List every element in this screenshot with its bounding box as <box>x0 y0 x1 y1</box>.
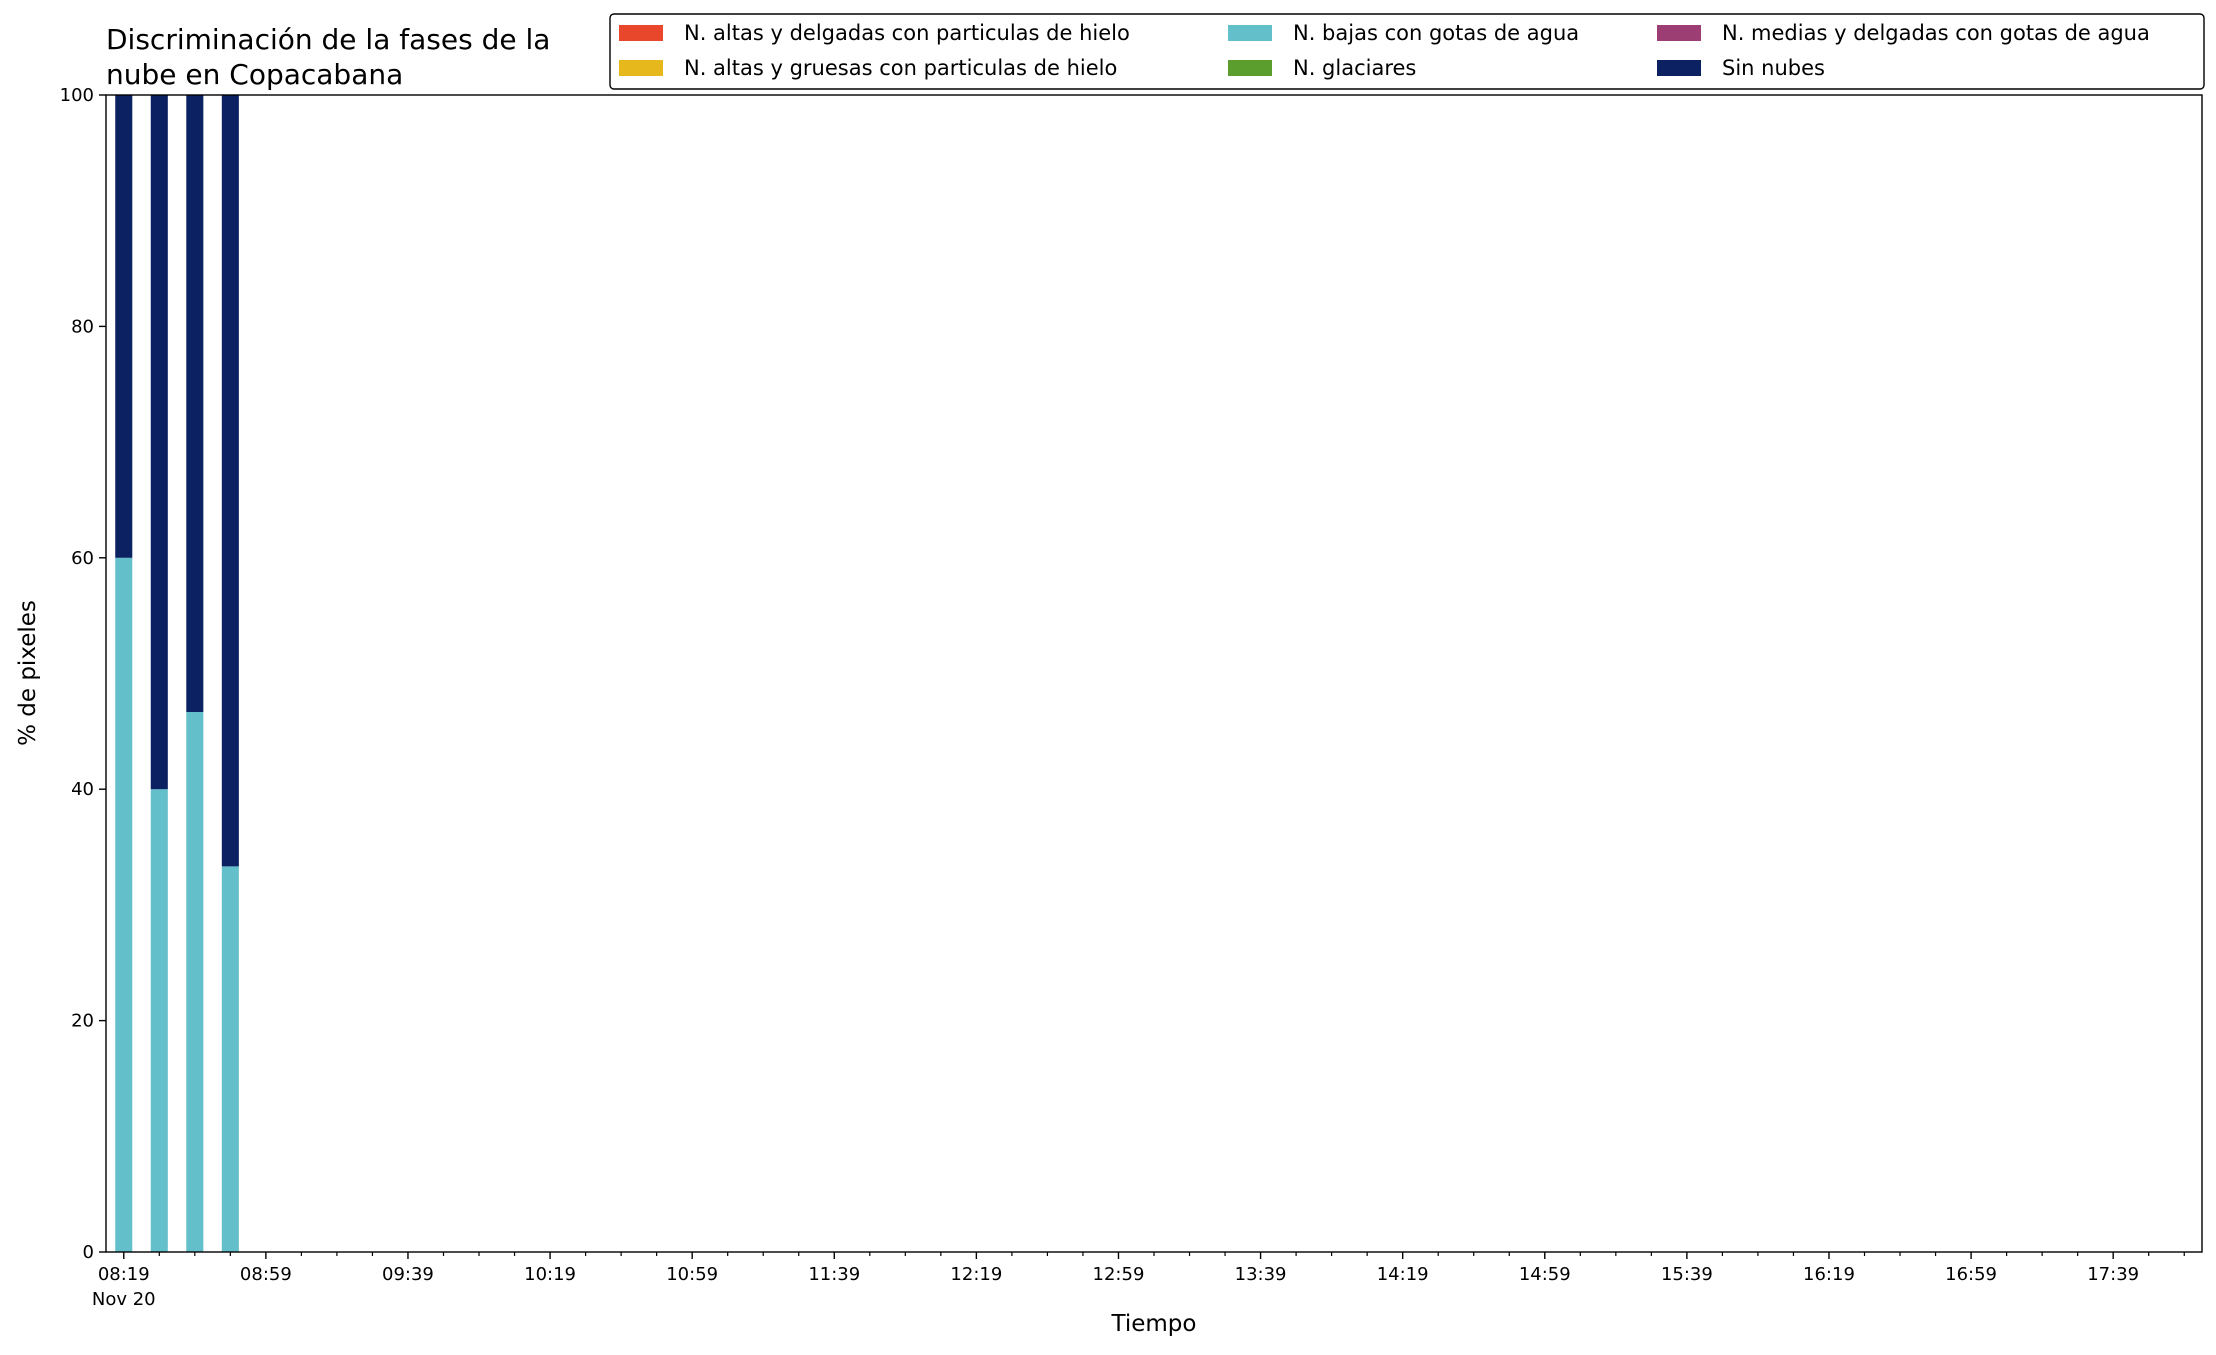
x-tick-label: 14:59 <box>1519 1264 1571 1285</box>
y-tick-label: 40 <box>71 779 94 800</box>
legend-label: N. medias y delgadas con gotas de agua <box>1722 21 2150 45</box>
y-tick-label: 100 <box>60 85 94 106</box>
x-tick-label: 16:19 <box>1803 1264 1855 1285</box>
x-tick-label: 17:39 <box>2087 1264 2139 1285</box>
legend-swatch <box>1228 25 1272 41</box>
bar-segment <box>150 95 168 790</box>
bar-segment <box>186 95 204 713</box>
x-tick-label: 08:19 <box>98 1264 150 1285</box>
legend: N. altas y delgadas con particulas de hi… <box>609 13 2205 90</box>
chart-title: Discriminación de la fases de la nube en… <box>106 23 551 91</box>
y-tick-label: 60 <box>71 548 94 569</box>
bar-segment <box>221 866 239 1252</box>
legend-label: N. glaciares <box>1293 56 1416 80</box>
x-tick-label: 08:59 <box>240 1264 292 1285</box>
y-tick-label: 0 <box>83 1242 94 1263</box>
legend-label: N. altas y gruesas con particulas de hie… <box>684 56 1117 80</box>
bar-segment <box>115 557 133 1252</box>
plot-frame <box>105 94 2203 1253</box>
x-tick-label: 13:39 <box>1235 1264 1287 1285</box>
x-tick-label: 10:59 <box>666 1264 718 1285</box>
x-tick-label: 09:39 <box>382 1264 434 1285</box>
bar-segment <box>221 95 239 867</box>
x-tick-label: 10:19 <box>524 1264 576 1285</box>
x-tick-label: 16:59 <box>1945 1264 1997 1285</box>
x-tick-label: 12:59 <box>1093 1264 1145 1285</box>
legend-label: N. altas y delgadas con particulas de hi… <box>684 21 1130 45</box>
legend-swatch <box>1657 25 1701 41</box>
x-tick-label: 15:39 <box>1661 1264 1713 1285</box>
legend-swatch <box>1228 60 1272 76</box>
x-tick-label: 11:39 <box>808 1264 860 1285</box>
x-tick-label: 14:19 <box>1377 1264 1429 1285</box>
x-date-label: Nov 20 <box>92 1289 156 1310</box>
bar-segment <box>115 95 133 558</box>
legend-label: Sin nubes <box>1722 56 1825 80</box>
x-axis-label: Tiempo <box>1111 1311 1197 1337</box>
y-axis-label: % de pixeles <box>15 600 41 746</box>
y-tick-label: 20 <box>71 1011 94 1032</box>
x-tick-label: 12:19 <box>950 1264 1002 1285</box>
legend-swatch <box>1657 60 1701 76</box>
legend-swatch <box>619 25 663 41</box>
legend-swatch <box>619 60 663 76</box>
legend-label: N. bajas con gotas de agua <box>1293 21 1579 45</box>
y-tick-label: 80 <box>71 316 94 337</box>
legend-box <box>609 13 2205 90</box>
bar-segment <box>186 712 204 1252</box>
bar-segment <box>150 789 168 1252</box>
